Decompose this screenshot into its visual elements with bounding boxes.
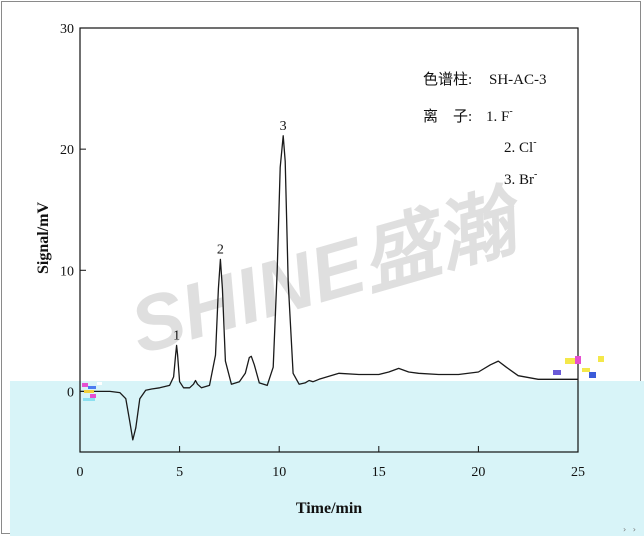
x-axis-ticks: 0 5 10 15 20 25 [77, 446, 585, 480]
legend-ion-name: 2. Cl [504, 140, 533, 156]
peak-labels: 1 2 3 [173, 119, 287, 344]
y-tick-label: 20 [60, 143, 74, 158]
signal-trace [80, 135, 578, 441]
image-artifact-right [553, 356, 604, 378]
x-tick-label: 25 [571, 465, 585, 480]
corner-mark: › › [623, 525, 638, 534]
legend-ion-list: 1. F-2. Cl-3. Br- [486, 106, 537, 188]
legend-ion-3: 3. Br- [504, 169, 537, 188]
y-axis-ticks: 0 10 20 30 [60, 22, 86, 400]
legend-ion-charge: - [533, 137, 536, 148]
background-artifact-band [10, 381, 644, 536]
legend-column-label: 色谱柱: [423, 71, 472, 88]
legend-ion-name: 1. F [486, 109, 509, 125]
x-tick-label: 0 [77, 465, 84, 480]
legend-column-value: SH-AC-3 [489, 72, 547, 88]
legend-ion-charge: - [534, 169, 537, 180]
y-tick-label: 0 [67, 385, 74, 400]
x-axis-title: Time/min [296, 500, 362, 517]
x-tick-label: 5 [176, 465, 183, 480]
image-artifact-left [82, 382, 102, 401]
legend-ion-charge: - [509, 106, 512, 117]
y-tick-label: 30 [60, 22, 74, 37]
legend-ion-2: 2. Cl- [504, 137, 537, 156]
peak-label-3: 3 [280, 119, 287, 134]
x-tick-label: 10 [272, 465, 286, 480]
peak-label-2: 2 [217, 242, 224, 257]
x-tick-label: 20 [471, 465, 485, 480]
legend-ion-label: 离 子: [423, 108, 472, 125]
y-tick-label: 10 [60, 264, 74, 279]
watermark-text: SHINE盛瀚 [121, 174, 535, 370]
peak-label-1: 1 [173, 328, 180, 343]
legend: 色谱柱: SH-AC-3 离 子: 1. F-2. Cl-3. Br- [423, 71, 547, 188]
x-tick-label: 15 [372, 465, 386, 480]
y-axis-title: Signal/mV [35, 202, 52, 274]
plot-area [79, 27, 579, 453]
legend-ion-name: 3. Br [504, 172, 534, 188]
legend-ion-1: 1. F- [486, 106, 513, 125]
